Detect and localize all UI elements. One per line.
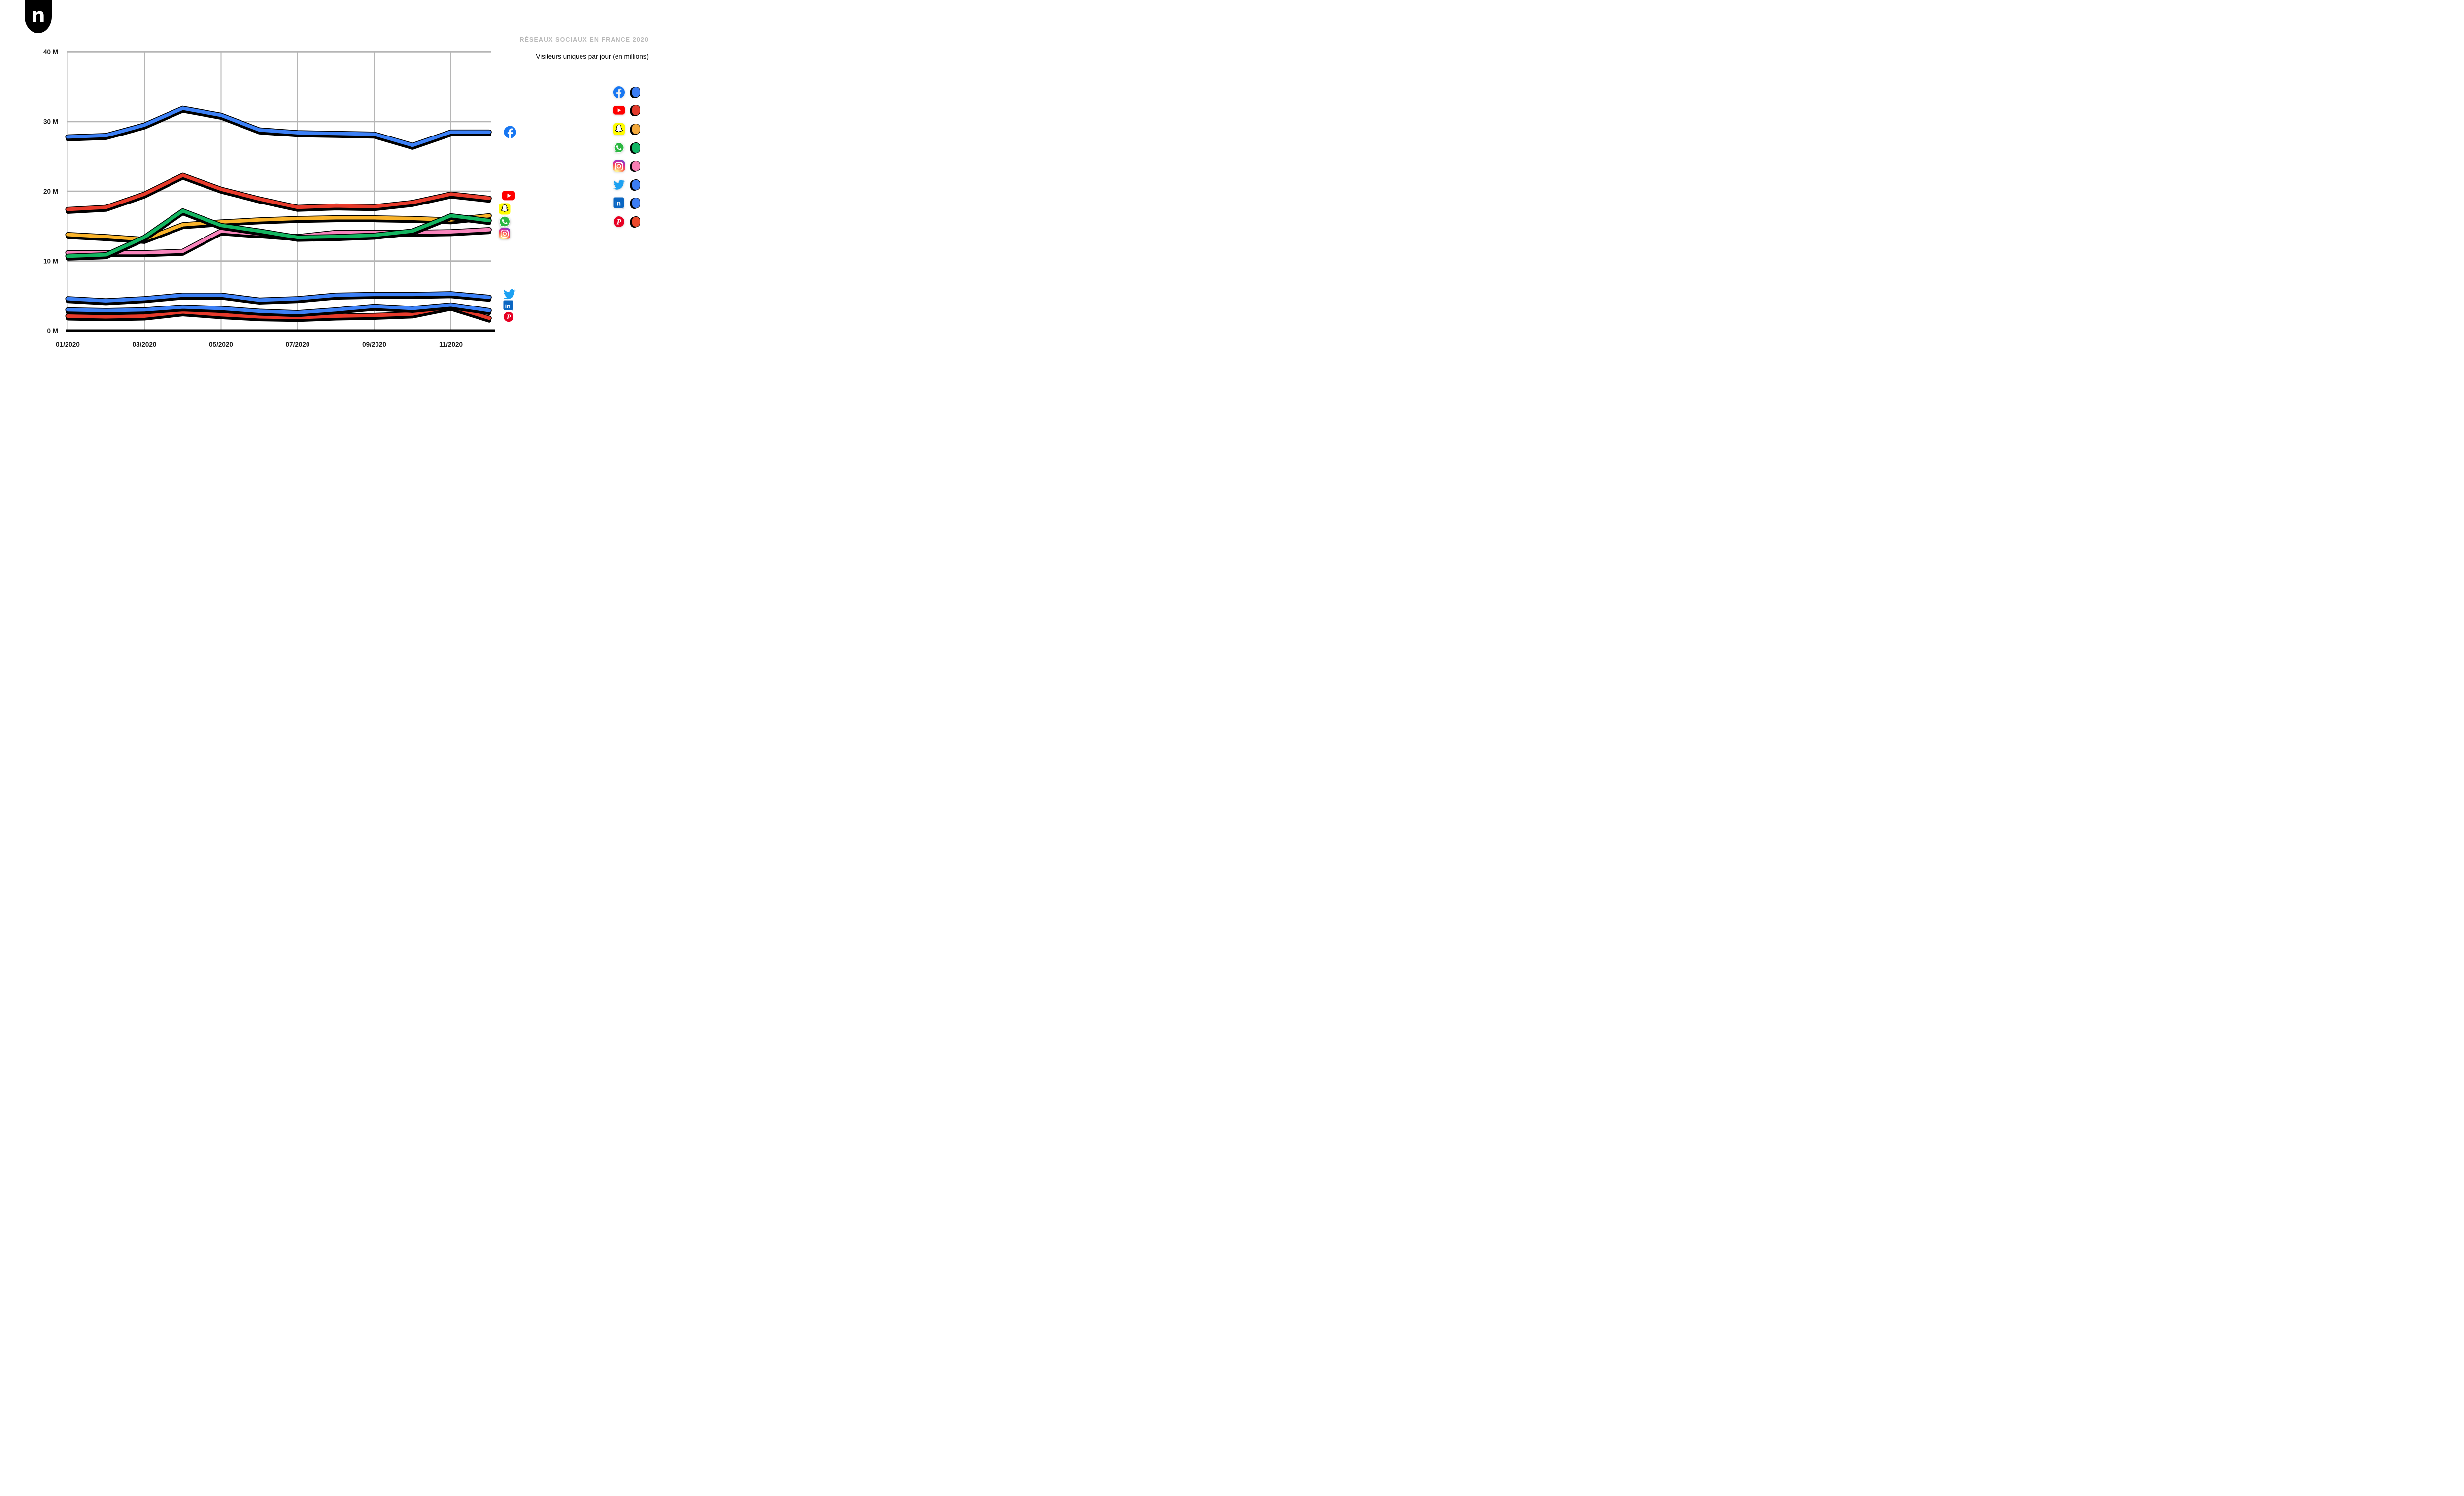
numerama-logo: n	[25, 0, 52, 33]
legend-color-swatch	[632, 105, 640, 116]
x-tick-label: 07/2020	[286, 341, 310, 348]
twitter-icon	[503, 289, 516, 300]
legend-color-swatch	[632, 216, 640, 227]
legend-item-facebook	[613, 83, 640, 102]
page-title: RÉSEAUX SOCIAUX EN FRANCE 2020	[519, 36, 649, 43]
legend-item-instagram	[613, 157, 640, 175]
x-tick-label: 09/2020	[362, 341, 386, 348]
legend-color-swatch	[632, 198, 640, 209]
x-tick-label: 01/2020	[56, 341, 80, 348]
line-chart: 40 M 30 M 20 M 10 M 0 M 01/2020 03/2020 05/2020…	[43, 48, 516, 348]
y-tick-label: 10 M	[43, 257, 58, 265]
y-tick-label: 30 M	[43, 118, 58, 125]
legend-color-swatch	[632, 142, 640, 153]
linkedin-icon	[503, 300, 513, 311]
twitter-icon	[613, 180, 625, 190]
legend-item-snapchat	[613, 120, 640, 138]
page-subtitle: Visiteurs uniques par jour (en millions)	[536, 53, 649, 60]
youtube-icon	[613, 106, 625, 115]
y-tick-label: 40 M	[43, 48, 58, 56]
series-line-facebook	[65, 105, 492, 150]
axis-labels: 40 M 30 M 20 M 10 M 0 M 01/2020 03/2020 05/2020…	[43, 48, 463, 348]
legend-item-twitter	[613, 175, 640, 194]
whatsapp-icon	[499, 216, 511, 228]
x-tick-label: 03/2020	[133, 341, 157, 348]
legend-color-swatch	[632, 161, 640, 172]
x-tick-label: 05/2020	[209, 341, 233, 348]
series-line-twitter	[65, 291, 492, 306]
linkedin-icon	[613, 197, 624, 209]
legend-color-swatch	[632, 123, 640, 135]
snapchat-icon	[613, 123, 625, 135]
facebook-icon	[613, 86, 625, 98]
infographic: in ® P n RÉSEAUX SOCIAUX EN FRANCE 2020 …	[0, 0, 690, 374]
y-tick-label: 20 M	[43, 188, 58, 195]
series-line-whatsapp	[65, 208, 492, 261]
legend-color-swatch	[632, 86, 640, 98]
legend-item-whatsapp	[613, 138, 640, 157]
series-line-linkedin	[65, 302, 492, 317]
pinterest-icon	[614, 216, 624, 227]
instagram-icon	[499, 228, 510, 239]
logo-letter: n	[31, 4, 45, 27]
header: RÉSEAUX SOCIAUX EN FRANCE 2020 Visiteurs…	[353, 36, 649, 60]
x-tick-label: 11/2020	[439, 341, 463, 348]
legend-item-linkedin	[613, 194, 640, 213]
legend-item-pinterest	[613, 212, 640, 231]
series-line-youtube	[65, 172, 492, 214]
whatsapp-icon	[614, 142, 624, 153]
snapchat-icon	[499, 203, 511, 215]
legend-color-swatch	[632, 179, 640, 190]
y-tick-label: 0 M	[47, 327, 58, 335]
legend	[613, 83, 640, 231]
series-line-pinterest	[65, 304, 492, 323]
gridlines	[67, 51, 491, 331]
youtube-icon	[502, 191, 515, 201]
legend-item-youtube	[613, 102, 640, 120]
instagram-icon	[613, 160, 625, 172]
facebook-icon	[504, 126, 516, 138]
pinterest-icon	[503, 311, 514, 322]
